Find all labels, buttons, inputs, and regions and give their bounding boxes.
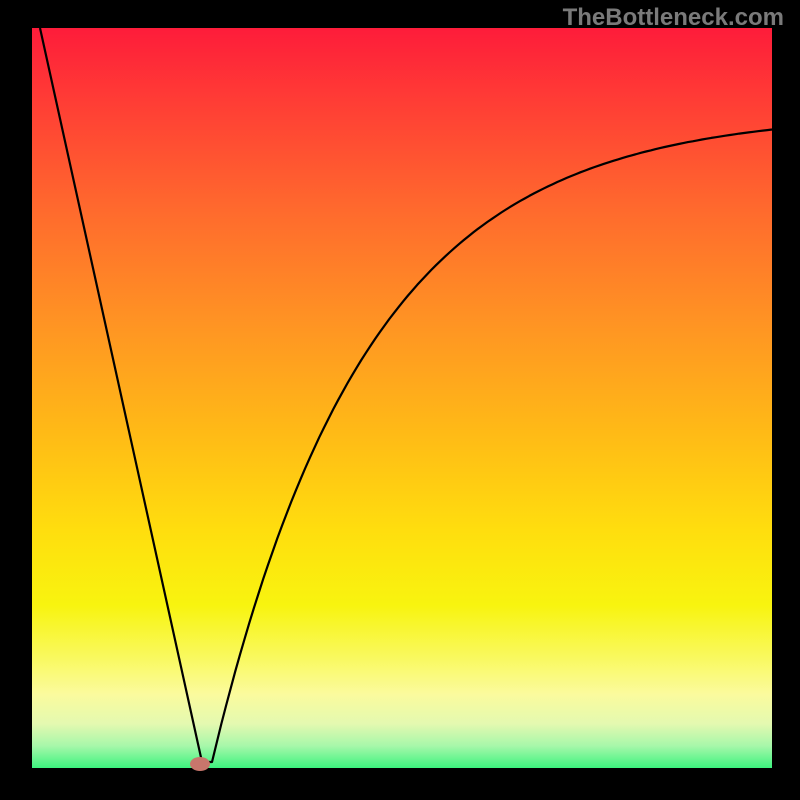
watermark-text: TheBottleneck.com [563, 4, 784, 32]
bottleneck-curve [40, 28, 772, 762]
minimum-marker [190, 757, 210, 771]
chart-container: TheBottleneck.com [0, 0, 800, 800]
curve-svg [0, 0, 800, 800]
